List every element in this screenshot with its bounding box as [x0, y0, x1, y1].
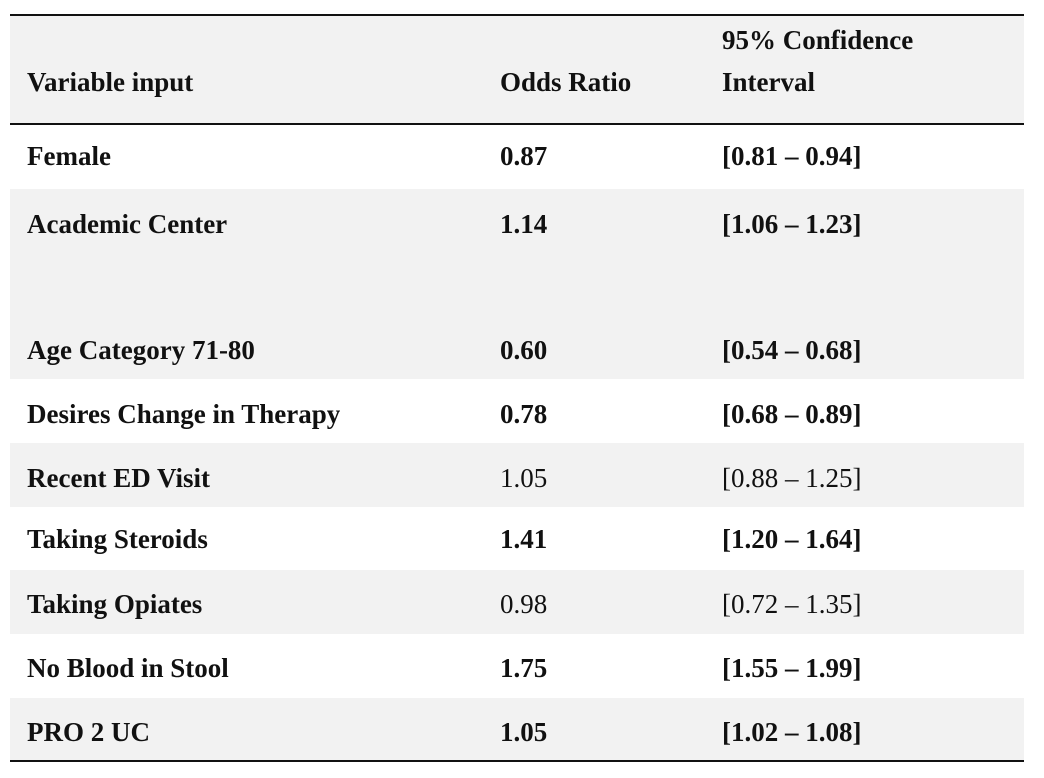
header-ci-line1: 95% Confidence [722, 25, 914, 55]
cell-confidence-interval: [0.88 – 1.25] [722, 463, 862, 493]
cell-variable: Taking Steroids [27, 524, 208, 554]
table-header: Variable input Odds Ratio 95% Confidence… [10, 16, 1024, 123]
header-variable-input: Variable input [27, 67, 194, 97]
cell-variable: Recent ED Visit [27, 463, 210, 493]
cell-odds-ratio: 1.41 [500, 524, 548, 554]
header-odds-ratio: Odds Ratio [500, 67, 632, 97]
cell-confidence-interval: [1.55 – 1.99] [722, 653, 862, 683]
cell-confidence-interval: [0.68 – 0.89] [722, 399, 862, 429]
cell-odds-ratio: 0.78 [500, 399, 548, 429]
table-row: Taking Steroids 1.41 [1.20 – 1.64] [10, 507, 1024, 570]
table-header-rule [10, 123, 1024, 125]
cell-variable: Female [27, 141, 111, 171]
cell-odds-ratio: 0.60 [500, 335, 548, 365]
table-row: No Blood in Stool 1.75 [1.55 – 1.99] [10, 634, 1024, 698]
cell-variable: Age Category 71-80 [27, 335, 255, 365]
cell-confidence-interval: [0.72 – 1.35] [722, 589, 862, 619]
cell-variable: Desires Change in Therapy [27, 399, 341, 429]
cell-odds-ratio: 1.05 [500, 463, 548, 493]
table-row: Female 0.87 [0.81 – 0.94] [10, 125, 1024, 189]
table-top-rule [10, 14, 1024, 16]
table-bottom-rule [10, 760, 1024, 762]
cell-variable: No Blood in Stool [27, 653, 229, 683]
table-row: Recent ED Visit 1.05 [0.88 – 1.25] [10, 443, 1024, 507]
cell-confidence-interval: [0.81 – 0.94] [722, 141, 862, 171]
cell-confidence-interval: [1.06 – 1.23] [722, 209, 862, 239]
table-row: Academic Center 1.14 [1.06 – 1.23] [10, 189, 1024, 379]
cell-variable: PRO 2 UC [27, 717, 150, 747]
cell-odds-ratio: 0.87 [500, 141, 548, 171]
cell-odds-ratio: 0.98 [500, 589, 548, 619]
cell-odds-ratio: 1.05 [500, 717, 548, 747]
table-row: Taking Opiates 0.98 [0.72 – 1.35] [10, 570, 1024, 634]
header-ci-line2: Interval [722, 67, 815, 97]
cell-variable: Taking Opiates [27, 589, 203, 619]
table-row: Desires Change in Therapy 0.78 [0.68 – 0.8… [10, 379, 1024, 443]
cell-confidence-interval: [0.54 – 0.68] [722, 335, 862, 365]
table-row: Age Category 71-80 0.60 [0.54 – 0.68] [10, 189, 1024, 379]
cell-odds-ratio: 1.75 [500, 653, 548, 683]
table-row: PRO 2 UC 1.05 [1.02 – 1.08] [10, 698, 1024, 760]
cell-variable: Academic Center [27, 209, 228, 239]
cell-confidence-interval: [1.20 – 1.64] [722, 524, 862, 554]
cell-confidence-interval: [1.02 – 1.08] [722, 717, 862, 747]
cell-odds-ratio: 1.14 [500, 209, 548, 239]
